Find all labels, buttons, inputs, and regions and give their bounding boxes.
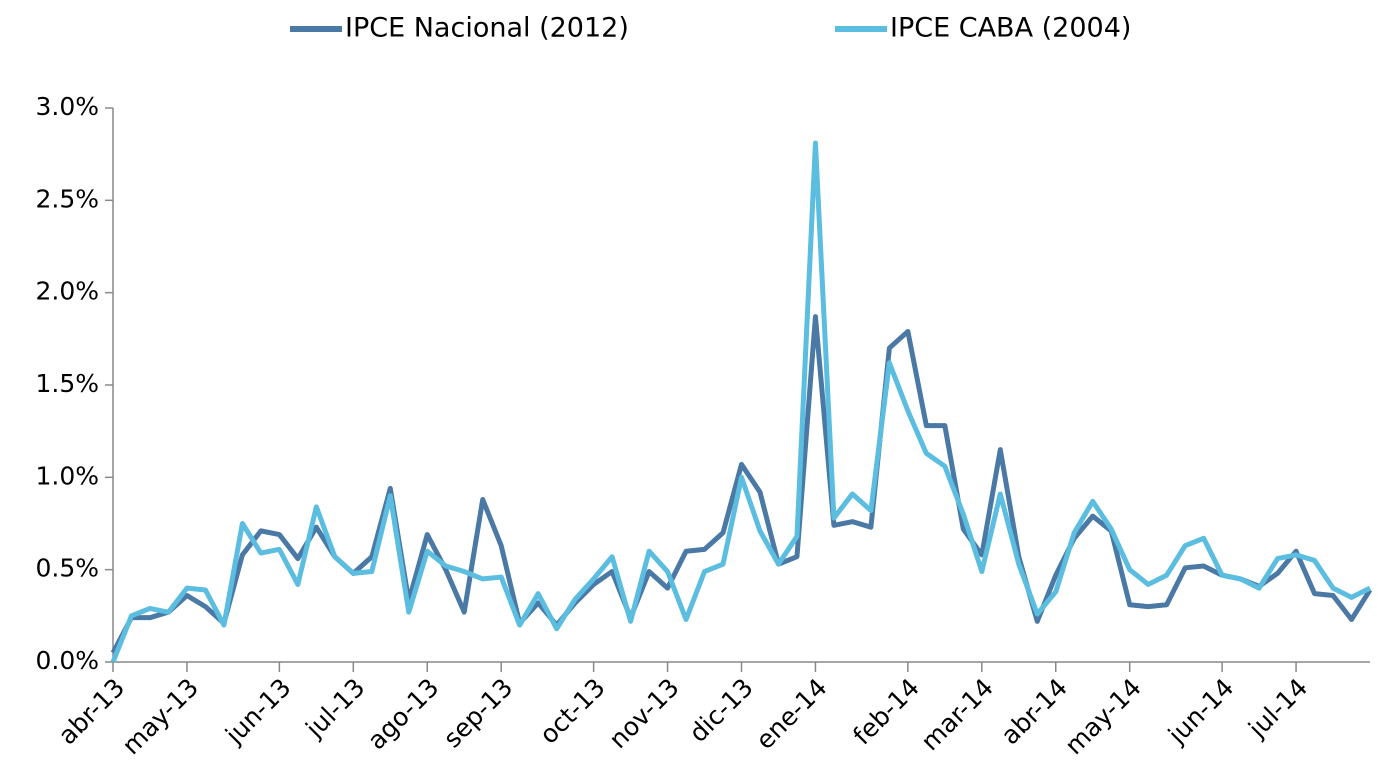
series-line [110, 140, 1372, 663]
x-tick-label: oct-13 [534, 673, 611, 750]
x-tick-label: feb-14 [847, 673, 925, 751]
x-tick-label: nov-13 [603, 673, 684, 754]
y-tick-label: 2.0% [35, 277, 99, 306]
x-tick-label: jun-13 [219, 673, 296, 750]
x-tick-label: may-14 [1059, 673, 1147, 761]
legend-label: IPCE Nacional (2012) [345, 13, 629, 44]
x-tick-label: jul-13 [299, 673, 370, 744]
y-tick-label: 2.5% [35, 184, 99, 213]
x-tick-label: may-13 [117, 673, 205, 761]
y-tick-label: 3.0% [35, 92, 99, 121]
y-tick-label: 0.0% [35, 646, 99, 675]
y-tick-label: 1.5% [35, 369, 99, 398]
y-tick-label: 1.0% [35, 461, 99, 490]
y-tick-label: 0.5% [35, 554, 99, 583]
x-tick-label: jun-14 [1162, 673, 1239, 750]
legend-label: IPCE CABA (2004) [890, 13, 1131, 44]
x-tick-label: dic-13 [683, 673, 758, 748]
x-tick-label: mar-14 [915, 673, 999, 757]
x-tick-label: jul-14 [1242, 673, 1313, 744]
x-tick-label: ago-13 [362, 673, 445, 756]
series-line [110, 314, 1373, 654]
x-tick-label: sep-13 [438, 673, 519, 754]
x-tick-label: ene-14 [750, 673, 832, 755]
